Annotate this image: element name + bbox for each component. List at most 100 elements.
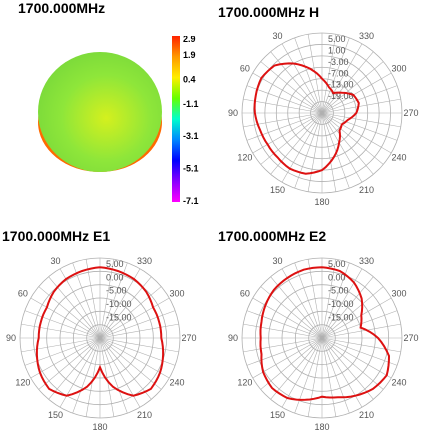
polar-grid-spoke [321, 112, 374, 175]
polar-angle-label: 90 [228, 333, 238, 343]
polar-angle-label: 210 [359, 185, 374, 195]
polar-radial-label: -10.00 [106, 299, 132, 309]
polar-grid-spoke [321, 310, 398, 339]
polar-grid-spoke [260, 61, 323, 114]
colorbar-tick-label: 1.9 [183, 50, 196, 60]
polar-grid-spoke [21, 323, 101, 339]
polar-angle-label: 60 [18, 289, 28, 299]
polar-radial-label: -5.00 [328, 286, 349, 296]
polar-angle-label: 300 [170, 289, 185, 299]
colorbar-tick-label: -1.1 [183, 99, 199, 109]
polar-grid-spoke [99, 297, 170, 339]
polar-grid-spoke [307, 259, 323, 339]
polar-grid-spoke [246, 112, 323, 141]
polar-grid-spoke [21, 337, 101, 353]
polar-grid-spoke [38, 337, 101, 390]
polar-radial-label: 0.00 [328, 272, 346, 282]
polar-grid-spoke [252, 112, 323, 154]
polar-grid-spoke [72, 337, 101, 414]
polar-grid-spoke [72, 262, 101, 339]
polar-angle-label: 270 [181, 333, 196, 343]
polar-radial-label: -19.00 [328, 91, 354, 101]
polar-grid-spoke [270, 337, 323, 400]
polar-grid-spoke [321, 297, 392, 339]
polar-angle-label: 180 [92, 422, 107, 432]
polar-grid-spoke [243, 112, 323, 128]
polar-grid-spoke [321, 112, 401, 128]
polar-angle-label: 240 [392, 153, 407, 163]
polar-grid-spoke [30, 337, 101, 379]
polar-angle-label: 300 [392, 289, 407, 299]
polar-grid-spoke [294, 262, 323, 339]
polar-grid-spoke [307, 112, 323, 192]
polar-grid-spoke [85, 259, 101, 339]
polar-grid-spoke [321, 276, 374, 339]
polar-grid-spoke [321, 72, 392, 114]
polar-angle-label: 150 [270, 185, 285, 195]
polar-grid-spoke [38, 286, 101, 339]
polar-angle-label: 90 [6, 333, 16, 343]
colorbar-tick-label: -7.1 [183, 196, 199, 206]
e1-plane-title: 1700.000MHz E1 [2, 228, 111, 244]
polar-grid-spoke [99, 337, 162, 390]
polar-grid-spoke [48, 337, 101, 400]
polar-grid-spoke [321, 259, 337, 339]
polar-grid-spoke [321, 268, 363, 339]
polar-radial-label: 5.00 [106, 259, 124, 269]
polar-grid-spoke [246, 310, 323, 339]
polar-grid-spoke [321, 337, 398, 366]
polar-grid-spoke [59, 268, 101, 339]
polar-radial-label: -5.00 [106, 286, 127, 296]
polar-angle-label: 330 [359, 256, 374, 266]
polar-pattern-curve [253, 62, 360, 175]
polar-grid-spoke [321, 323, 401, 339]
polar-grid-spoke [321, 98, 401, 114]
polar-grid-spoke [30, 297, 101, 339]
polar-grid-spoke [270, 51, 323, 114]
polar-radial-label: -13.00 [328, 80, 354, 90]
polar-pattern-curve [35, 266, 165, 397]
e1-plane-polar-chart: 30 60 90 120 150 180 210 240 270 300 330 5.00 0.00 -5… [6, 256, 197, 432]
colorbar-tick-label: 0.4 [183, 75, 196, 85]
polar-grid-spoke [321, 112, 337, 192]
polar-angle-label: 120 [237, 153, 252, 163]
polar-grid-spoke [321, 337, 392, 379]
polar-angle-label: 120 [237, 378, 252, 388]
polar-grid-spoke [307, 337, 323, 417]
polar-radial-label: -7.00 [328, 68, 349, 78]
polar-grid-spoke [321, 337, 384, 390]
polar-radial-label: -15.00 [328, 312, 354, 322]
polar-radial-label: 5.00 [328, 34, 346, 44]
polar-grid-spoke [252, 297, 323, 339]
polar-angle-label: 240 [392, 378, 407, 388]
polar-angle-label: 240 [170, 378, 185, 388]
polar-grid-spoke [99, 262, 128, 339]
polar-grid-spoke [99, 337, 179, 353]
polar-grid-spoke [243, 98, 323, 114]
polar-grid-spoke [99, 337, 128, 414]
polar-angle-label: 30 [50, 256, 60, 266]
polar-grid-spoke [321, 112, 363, 183]
polar-grid-spoke [321, 286, 384, 339]
colorbar-tick-label: -5.1 [183, 164, 199, 174]
polar-grid-spoke [24, 310, 101, 339]
polar-angle-label: 180 [314, 422, 329, 432]
polar-pattern-curve [259, 266, 391, 401]
polar-grid-spoke [99, 268, 141, 339]
e2-plane-polar-chart: 30 60 90 120 150 180 210 240 270 300 330 5.00 0.00 -5… [228, 256, 419, 432]
polar-grid-spoke [281, 337, 323, 408]
polar-radial-label: 1.00 [328, 45, 346, 55]
polar-angle-label: 210 [137, 410, 152, 420]
colorbar-tick-label: -3.1 [183, 131, 199, 141]
polar-grid-spoke [321, 112, 392, 154]
polar-grid-spoke [281, 43, 323, 114]
polar-grid-spoke [281, 112, 323, 183]
polar-grid-spoke [321, 61, 384, 114]
polar-angle-label: 300 [392, 64, 407, 74]
polar-grid-spoke [321, 337, 337, 417]
polar-grid-spoke [307, 34, 323, 114]
polar-grid-spoke [321, 112, 350, 189]
polar-angle-label: 60 [240, 289, 250, 299]
polar-grid-spoke [99, 259, 115, 339]
polar-grid-spoke [321, 337, 374, 400]
